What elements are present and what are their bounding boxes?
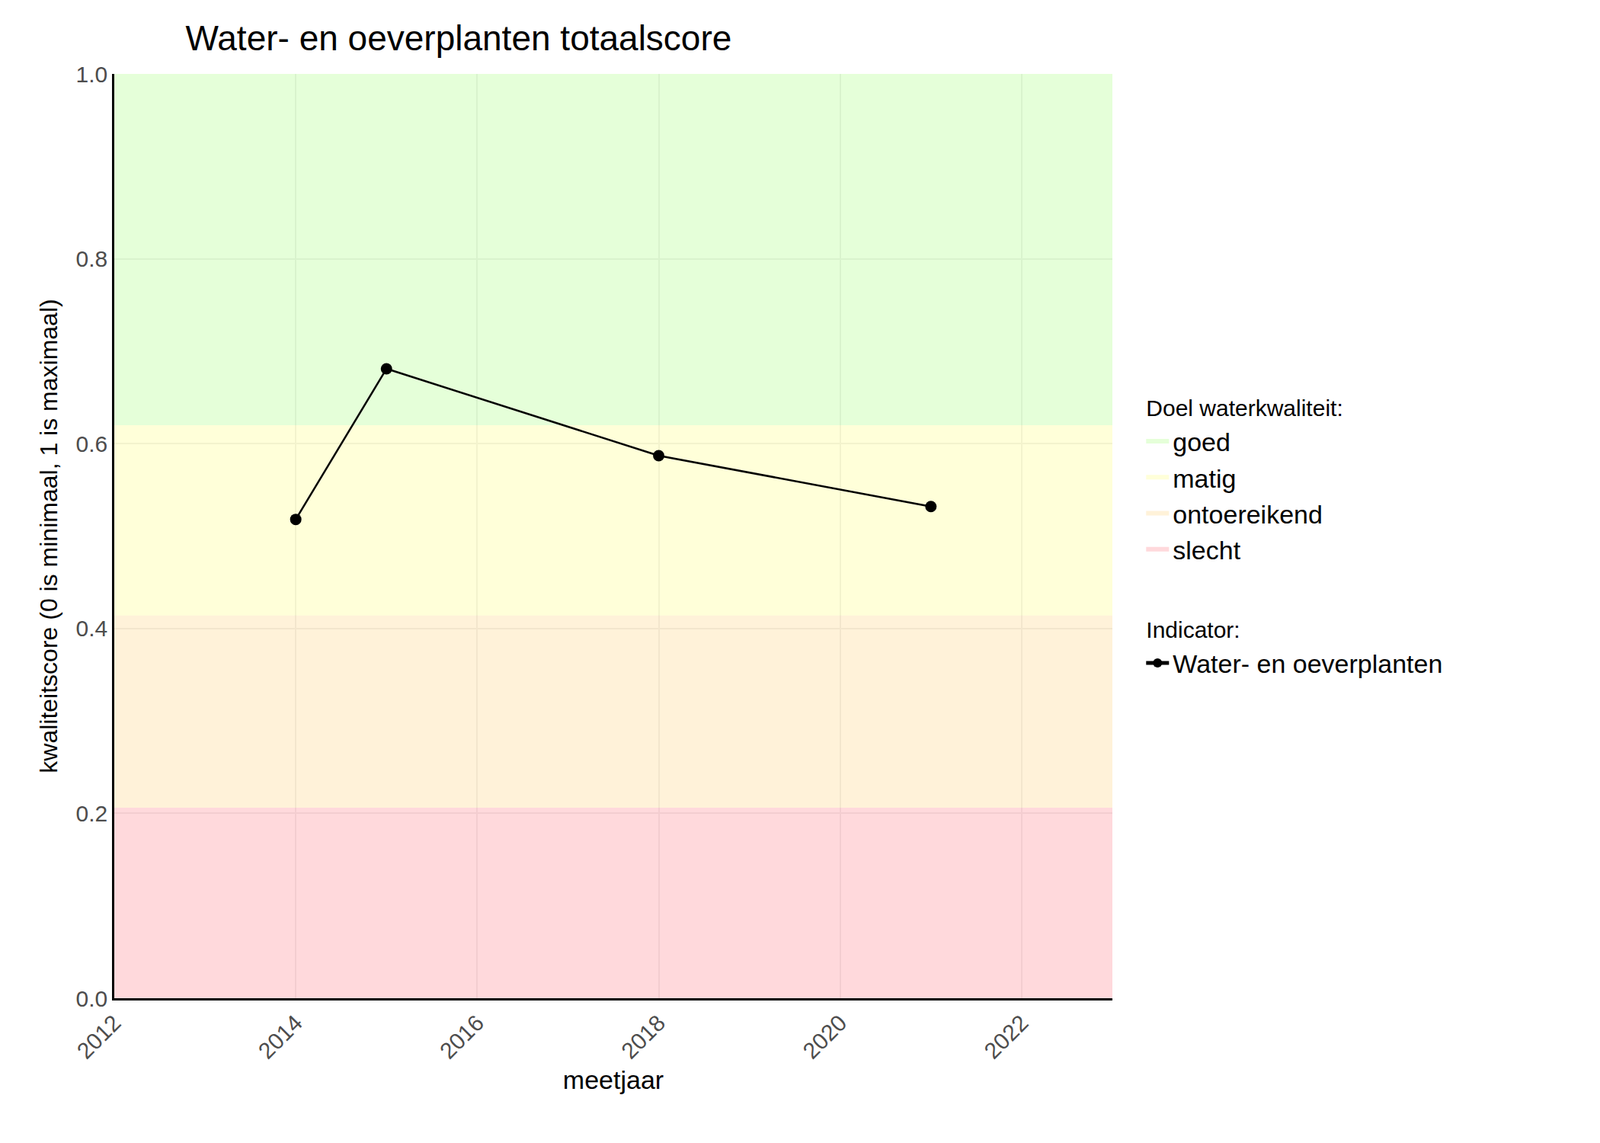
svg-text:Water- en oeverplanten: Water- en oeverplanten [1172,649,1443,679]
svg-text:meetjaar: meetjaar [563,1065,664,1095]
svg-text:Doel waterkwaliteit:: Doel waterkwaliteit: [1145,395,1343,421]
svg-text:0.4: 0.4 [76,615,109,641]
svg-text:1.0: 1.0 [76,61,109,87]
svg-text:0.8: 0.8 [76,246,109,272]
svg-text:2022: 2022 [979,1009,1034,1064]
svg-text:Indicator:: Indicator: [1145,617,1240,643]
svg-text:Water- en oeverplanten totaals: Water- en oeverplanten totaalscore [185,18,733,58]
svg-text:slecht: slecht [1172,535,1241,565]
svg-text:2020: 2020 [797,1009,852,1064]
svg-text:ontoereikend: ontoereikend [1172,499,1323,529]
svg-text:matig: matig [1172,464,1236,493]
svg-text:2014: 2014 [252,1009,308,1064]
svg-text:kwaliteitscore (0 is minimaal,: kwaliteitscore (0 is minimaal, 1 is maxi… [35,298,63,773]
svg-text:2016: 2016 [435,1009,490,1064]
svg-text:0.6: 0.6 [76,431,109,457]
svg-text:2018: 2018 [616,1009,671,1064]
svg-text:0.2: 0.2 [76,800,109,826]
svg-text:2012: 2012 [71,1009,126,1064]
svg-text:goed: goed [1172,427,1231,457]
svg-text:0.0: 0.0 [76,985,109,1012]
